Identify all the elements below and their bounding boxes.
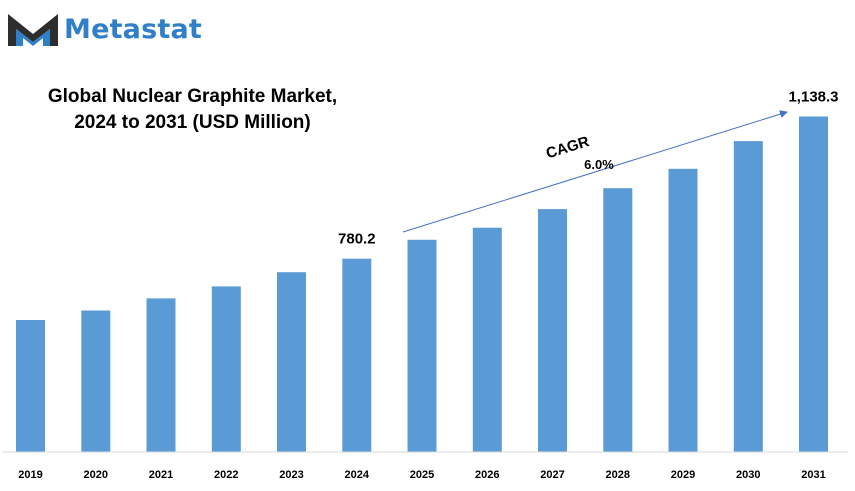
bar-2031 bbox=[799, 116, 828, 452]
x-tick-2029: 2029 bbox=[671, 469, 695, 481]
chart-title-line-1: Global Nuclear Graphite Market, bbox=[47, 86, 338, 107]
metastat-m-logo-icon bbox=[8, 14, 58, 46]
brand-name: Metastat bbox=[64, 13, 203, 45]
bar-2023 bbox=[277, 272, 306, 452]
bar-2022 bbox=[211, 286, 241, 452]
x-tick-2021: 2021 bbox=[149, 469, 173, 481]
bar-2027 bbox=[538, 209, 567, 452]
x-tick-2025: 2025 bbox=[410, 469, 434, 481]
x-tick-2020: 2020 bbox=[84, 469, 108, 481]
x-tick-2019: 2019 bbox=[18, 469, 42, 481]
bar-2024 bbox=[342, 258, 372, 452]
x-tick-2027: 2027 bbox=[540, 469, 564, 481]
x-tick-2031: 2031 bbox=[801, 469, 825, 481]
chart-title-line-2: 2024 to 2031 (USD Million) bbox=[74, 112, 311, 133]
data-labels: 780.2 1,138.3 bbox=[338, 89, 838, 248]
brand-logo: Metastat bbox=[6, 10, 202, 48]
bar-2025 bbox=[407, 239, 437, 452]
cagr-value: 6.0% bbox=[584, 157, 614, 172]
data-label-2024: 780.2 bbox=[338, 231, 376, 248]
chart-title: Global Nuclear Graphite Market, 2024 to … bbox=[30, 84, 355, 136]
x-tick-2024: 2024 bbox=[345, 469, 370, 481]
bar-2019 bbox=[16, 320, 45, 452]
bar-2021 bbox=[146, 298, 176, 452]
x-tick-2030: 2030 bbox=[736, 469, 760, 481]
x-tick-2028: 2028 bbox=[606, 469, 630, 481]
bar-2029 bbox=[668, 168, 698, 453]
bar-2030 bbox=[733, 141, 763, 452]
bars-group bbox=[16, 116, 828, 453]
x-axis-ticks: 2019 2020 2021 2022 2023 2024 2025 2026 2027 2028… bbox=[18, 469, 825, 481]
bar-2020 bbox=[81, 310, 111, 452]
x-tick-2026: 2026 bbox=[475, 469, 499, 481]
x-tick-2022: 2022 bbox=[214, 469, 238, 481]
x-tick-2023: 2023 bbox=[279, 469, 303, 481]
data-label-2031: 1,138.3 bbox=[788, 89, 838, 106]
cagr-arrow bbox=[402, 110, 788, 233]
bar-2026 bbox=[472, 227, 502, 452]
bar-2028 bbox=[603, 188, 633, 452]
